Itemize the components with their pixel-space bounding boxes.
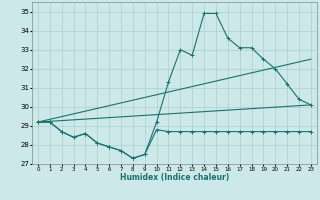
X-axis label: Humidex (Indice chaleur): Humidex (Indice chaleur) [120,173,229,182]
